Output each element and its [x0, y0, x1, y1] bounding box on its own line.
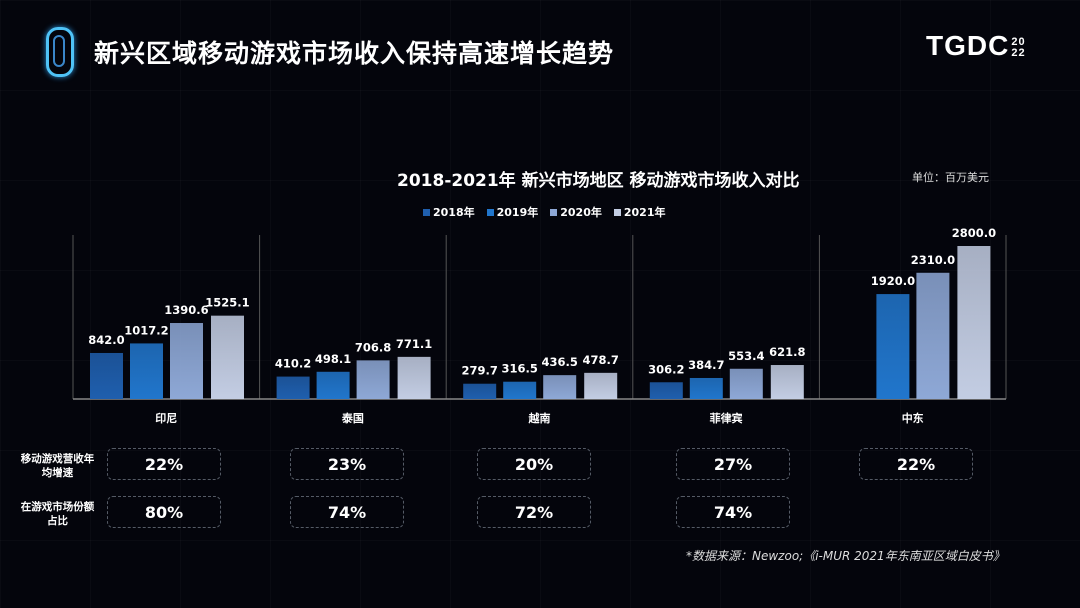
bar — [729, 368, 763, 399]
chart-legend: 2018年 2019年 2020年 2021年 — [423, 204, 666, 220]
bar-value-label: 1525.1 — [205, 296, 249, 310]
table-cell: 22% — [859, 448, 973, 480]
legend-swatch — [550, 209, 558, 216]
bar — [90, 352, 123, 399]
bar-value-label: 436.5 — [542, 355, 578, 369]
brand-text: TGDC — [926, 30, 1010, 61]
logo-icon — [46, 27, 74, 77]
legend-swatch — [423, 209, 430, 216]
table-cell: 20% — [477, 448, 591, 480]
bar — [957, 246, 991, 399]
bar — [916, 272, 950, 399]
bar — [543, 375, 577, 399]
page-title: 新兴区域移动游戏市场收入保持高速增长趋势 — [94, 39, 615, 68]
table-cell: 74% — [290, 496, 404, 528]
bar — [356, 360, 390, 399]
bar — [503, 381, 537, 399]
bar-value-label: 771.1 — [396, 337, 432, 351]
legend-item: 2020年 — [550, 204, 602, 220]
category-label: 越南 — [528, 411, 551, 425]
table-cell: 22% — [107, 448, 221, 480]
brand-year-bottom: 22 — [1011, 46, 1026, 59]
bar-value-label: 553.4 — [728, 349, 764, 363]
category-label: 中东 — [902, 411, 924, 425]
row-label-growth: 移动游戏营收年均增速 — [20, 453, 95, 479]
row-label-share: 在游戏市场份额占比 — [20, 501, 95, 527]
bar-value-label: 316.5 — [502, 362, 538, 376]
legend-item: 2019年 — [486, 204, 539, 220]
bar — [130, 343, 163, 399]
table-cell: 72% — [477, 496, 591, 528]
brand-logo: TGDC 20 22 — [926, 30, 1026, 62]
bar — [316, 371, 350, 399]
bar — [649, 382, 683, 399]
bar-value-label: 621.8 — [769, 345, 805, 359]
legend-item: 2018年 — [423, 204, 475, 220]
table-cell: 74% — [676, 496, 790, 528]
bar — [276, 376, 310, 399]
bar-value-label: 279.7 — [462, 364, 498, 378]
legend-label: 2018年 — [433, 206, 475, 219]
legend-label: 2021年 — [623, 206, 666, 219]
bar-value-label: 706.8 — [355, 340, 391, 354]
bar-value-label: 498.1 — [315, 352, 351, 366]
legend-swatch — [486, 209, 494, 216]
bar-value-label: 1920.0 — [871, 274, 915, 288]
bar — [689, 377, 723, 399]
bar-value-label: 410.2 — [275, 357, 311, 371]
bar-value-label: 2310.0 — [911, 253, 955, 267]
category-label: 菲律宾 — [710, 411, 743, 425]
bar — [211, 315, 244, 399]
bar-value-label: 306.2 — [648, 362, 684, 376]
bar — [397, 356, 431, 399]
category-label: 印尼 — [155, 412, 177, 425]
legend-swatch — [613, 209, 621, 216]
chart-unit: 单位：百万美元 — [912, 171, 989, 184]
bar — [770, 365, 804, 399]
bar — [584, 372, 618, 399]
bar-value-label: 1390.6 — [164, 303, 208, 317]
legend-label: 2019年 — [496, 206, 539, 219]
legend-item: 2021年 — [613, 204, 666, 220]
table-cell: 80% — [107, 496, 221, 528]
legend-label: 2020年 — [560, 206, 602, 219]
bar-value-label: 1017.2 — [124, 323, 168, 337]
category-label: 泰国 — [341, 411, 364, 425]
bar-value-label: 842.0 — [88, 333, 124, 347]
bar-value-label: 2800.0 — [952, 226, 996, 240]
brand-year-top: 20 — [1011, 35, 1026, 48]
source-note: *数据来源：Newzoo;《i-MUR 2021年东南亚区域白皮书》 — [686, 549, 1005, 563]
table-cell: 23% — [290, 448, 404, 480]
bar — [463, 383, 497, 399]
bar-value-label: 478.7 — [583, 353, 619, 367]
table-cell: 27% — [676, 448, 790, 480]
bar — [170, 323, 203, 399]
bar-value-label: 384.7 — [688, 358, 724, 372]
chart-title: 2018-2021年 新兴市场地区 移动游戏市场收入对比 — [397, 171, 800, 191]
bar — [876, 294, 910, 399]
